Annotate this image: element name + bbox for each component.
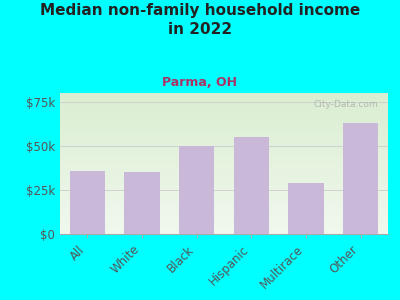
Bar	[343, 123, 378, 234]
Text: Median non-family household income
in 2022: Median non-family household income in 20…	[40, 3, 360, 37]
Bar	[179, 146, 214, 234]
Bar	[288, 183, 324, 234]
Text: Parma, OH: Parma, OH	[162, 76, 238, 89]
Bar	[234, 137, 269, 234]
Bar	[124, 172, 160, 234]
Text: City-Data.com: City-Data.com	[314, 100, 378, 109]
Bar	[70, 170, 105, 234]
